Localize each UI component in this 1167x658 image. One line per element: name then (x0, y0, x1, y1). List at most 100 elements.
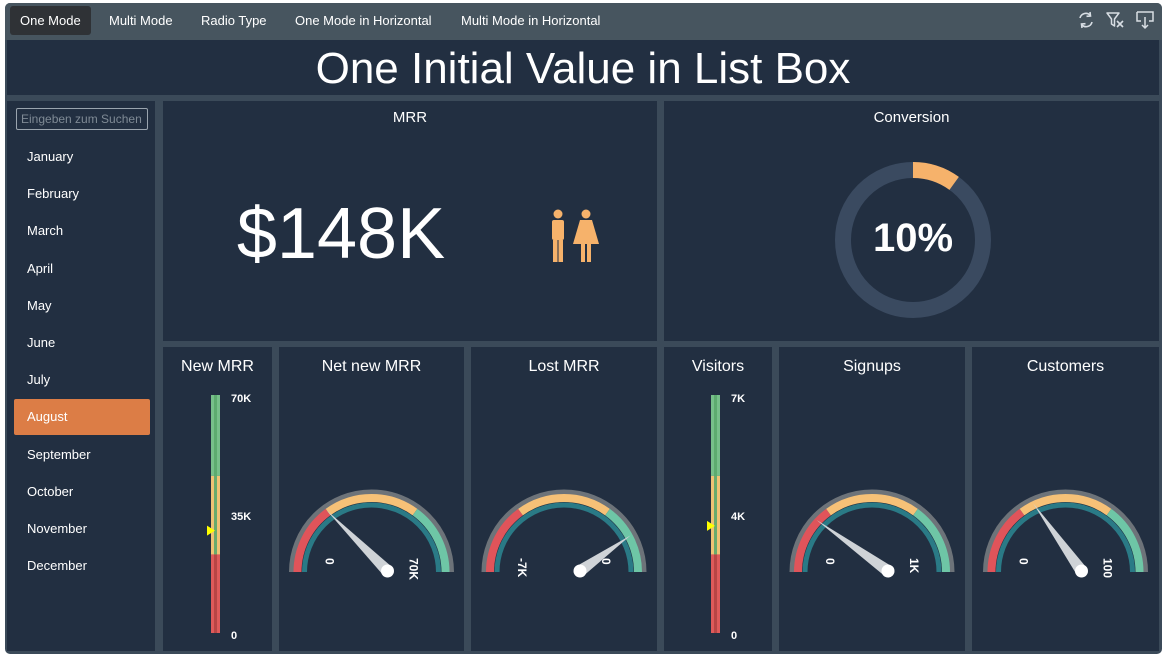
visitors-mid-label: 4K (731, 511, 746, 523)
gauge-inner-band (802, 502, 942, 573)
visitors-panel: Visitors 7K 4K 0 (664, 347, 772, 651)
new-mrr-title: New MRR (181, 358, 254, 375)
visitors-max-label: 7K (731, 393, 746, 405)
mrr-title: MRR (392, 109, 428, 126)
gauge-green-band (605, 508, 642, 573)
conversion-value: 10% (872, 216, 954, 260)
lost-mrr-panel: Lost MRR -7K 0 (471, 347, 657, 651)
signups-panel: Signups 0 1K (779, 347, 965, 651)
mrr-value: $148K (236, 194, 446, 274)
month-item-february[interactable]: February (27, 186, 80, 202)
month-item-march[interactable]: March (27, 223, 64, 239)
gauge-red-band (486, 508, 523, 573)
month-item-december[interactable]: December (27, 558, 87, 574)
month-item-april[interactable]: April (27, 260, 54, 276)
lost-mrr-gauge: -7K 0 (481, 489, 647, 578)
bullet-measure (214, 395, 217, 555)
gauge-red-band (293, 508, 331, 573)
clear-filter-icon[interactable] (1104, 9, 1126, 31)
bullet-measure (714, 395, 717, 555)
gauge-yellow-band (826, 494, 918, 516)
tab-one-mode-horizontal[interactable]: One Mode in Horizontal (295, 13, 432, 28)
visitors-bullet (707, 395, 720, 633)
net-new-mrr-title: Net new MRR (321, 358, 422, 375)
tab-radio-type[interactable]: Radio Type (201, 13, 267, 28)
gauge-inner-band (996, 502, 1135, 573)
gauge-red-band (987, 508, 1025, 573)
gauge-green-band (1106, 508, 1144, 573)
new-mrr-max-label: 70K (231, 393, 252, 405)
gauge-needle (1033, 503, 1087, 575)
gauge-green-band (412, 508, 450, 573)
tab-multi-mode[interactable]: Multi Mode (109, 13, 173, 28)
tab-bar: One Mode Multi Mode Radio Type One Mode … (5, 3, 1162, 40)
month-item-may[interactable]: May (27, 297, 52, 313)
gauge-needle (576, 535, 631, 576)
visitors-min-label: 0 (731, 630, 738, 642)
customers-title: Customers (1026, 358, 1105, 375)
gauge-needle-hub (1075, 564, 1088, 578)
gauge-needle-hub (881, 564, 895, 578)
gauge-min-label: 0 (323, 558, 337, 565)
gauge-needle (326, 510, 392, 576)
gauge-min-label: 0 (823, 558, 837, 565)
signups-title: Signups (843, 358, 901, 375)
net-new-mrr-panel: Net new MRR 0 70K (279, 347, 464, 651)
month-item-july[interactable]: July (27, 372, 51, 388)
new-mrr-panel: New MRR 70K 35K 0 (163, 347, 272, 651)
bullet-measure-low (714, 554, 717, 633)
conversion-donut (835, 162, 991, 318)
bullet-marker (207, 525, 215, 536)
lost-mrr-title: Lost MRR (528, 358, 600, 375)
refresh-icon[interactable] (1075, 9, 1097, 31)
gauge-rim (983, 489, 1148, 573)
search-input[interactable] (16, 108, 148, 130)
conversion-title: Conversion (873, 109, 950, 126)
customers-panel: Customers 0 100 (972, 347, 1159, 651)
new-mrr-bullet (207, 395, 220, 633)
net-new-mrr-gauge: 0 70K (289, 489, 454, 580)
gauge-green-band (913, 508, 950, 573)
gauge-yellow-band (518, 494, 610, 516)
gauge-yellow-band (325, 494, 418, 516)
gauge-inner-band (302, 502, 441, 573)
signups-gauge: 0 1K (789, 489, 955, 578)
tab-one-mode[interactable]: One Mode (10, 6, 91, 35)
month-item-october[interactable]: October (27, 483, 74, 499)
donut-arc (835, 162, 991, 318)
new-mrr-mid-label: 35K (231, 511, 252, 523)
dashboard-frame: One Mode Multi Mode Radio Type One Mode … (5, 3, 1162, 654)
gauge-rim (289, 489, 454, 573)
tab-multi-mode-horizontal[interactable]: Multi Mode in Horizontal (461, 13, 601, 28)
male-female-icon (546, 209, 602, 265)
new-mrr-min-label: 0 (231, 630, 238, 642)
gauge-inner-band (494, 502, 634, 573)
month-list-box: January February March April May June July Augu… (7, 101, 155, 651)
gauge-max-label: 100 (1101, 558, 1115, 578)
gauge-red-band (794, 508, 831, 573)
gauge-needle-hub (381, 564, 394, 578)
gauge-min-label: 0 (1017, 558, 1031, 565)
month-item-august[interactable]: August (14, 399, 150, 436)
month-item-june[interactable]: June (27, 335, 56, 350)
mrr-panel: MRR $148K (163, 101, 657, 341)
gauge-rim (481, 489, 647, 573)
gauge-needle-hub (573, 564, 587, 578)
gauge-rim (789, 489, 955, 573)
conversion-panel: Conversion 10% (664, 101, 1159, 341)
customers-gauge: 0 100 (983, 489, 1148, 578)
gauge-needle (816, 519, 892, 576)
month-item-november[interactable]: November (27, 521, 87, 536)
gauge-max-label: 1K (907, 558, 921, 574)
gauge-max-label: 0 (599, 558, 613, 565)
visitors-title: Visitors (691, 358, 745, 375)
gauge-min-label: -7K (515, 558, 529, 578)
page-title: One Initial Value in List Box (7, 40, 1159, 95)
gauge-yellow-band (1019, 494, 1112, 516)
month-item-january[interactable]: January (27, 149, 74, 164)
month-item-september[interactable]: September (27, 446, 91, 462)
bullet-measure-low (214, 554, 217, 633)
bullet-marker (707, 520, 715, 531)
export-icon[interactable] (1134, 9, 1156, 31)
gauge-max-label: 70K (407, 558, 421, 580)
